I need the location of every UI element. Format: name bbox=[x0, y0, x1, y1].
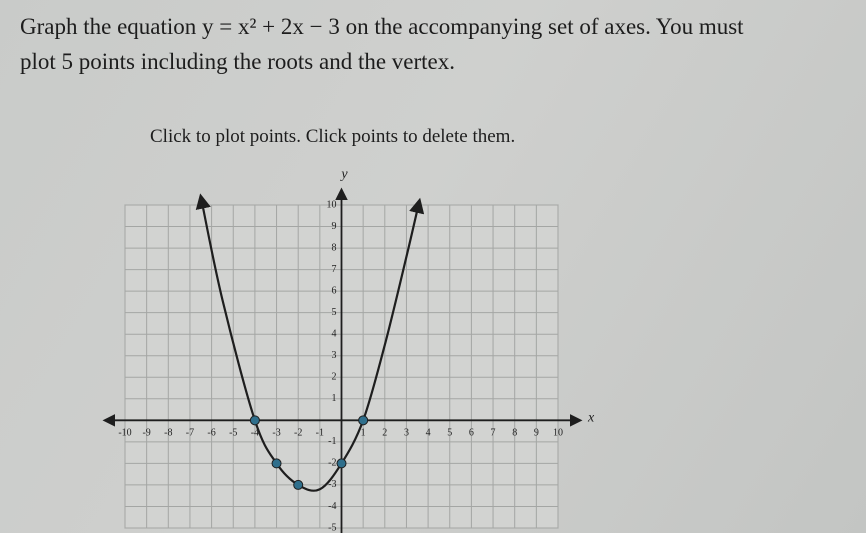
x-tick-label: -2 bbox=[294, 428, 302, 439]
y-tick-label: 8 bbox=[332, 242, 337, 253]
curve bbox=[195, 193, 425, 492]
y-tick-label: 10 bbox=[327, 199, 337, 210]
y-tick-label: 7 bbox=[332, 264, 337, 275]
x-axis-label: x bbox=[587, 411, 595, 426]
x-tick-label: 6 bbox=[469, 428, 474, 439]
instruction: Click to plot points. Click points to de… bbox=[150, 126, 516, 147]
x-tick-label: -3 bbox=[272, 428, 280, 439]
x-tick-label: -8 bbox=[164, 428, 172, 439]
x-tick-label: -4 bbox=[251, 428, 259, 439]
plotted-point[interactable] bbox=[271, 458, 282, 469]
x-tick-label: -9 bbox=[142, 428, 150, 439]
y-axis-label: y bbox=[339, 167, 348, 182]
plotted-point[interactable] bbox=[293, 479, 304, 490]
x-tick-label: 1 bbox=[361, 428, 366, 439]
x-tick-label: 5 bbox=[447, 428, 452, 439]
y-tick-label: 2 bbox=[332, 372, 337, 383]
prompt-line: Graph the equation y = x² + 2x − 3 on th… bbox=[20, 14, 744, 39]
x-tick-label: 10 bbox=[553, 428, 563, 439]
x-tick-label: -5 bbox=[229, 428, 237, 439]
plotted-point[interactable] bbox=[358, 415, 369, 426]
y-tick-label: 6 bbox=[332, 285, 337, 296]
y-tick-label: -4 bbox=[328, 501, 336, 512]
prompt-line: plot 5 points including the roots and th… bbox=[20, 49, 456, 74]
y-tick-label: 9 bbox=[332, 221, 337, 232]
x-tick-label: 8 bbox=[512, 428, 517, 439]
x-tick-label: -7 bbox=[186, 428, 194, 439]
y-tick-label: 5 bbox=[332, 307, 337, 318]
y-tick-label: 1 bbox=[332, 393, 337, 404]
x-tick-label: 3 bbox=[404, 428, 409, 439]
x-tick-label: -1 bbox=[316, 428, 324, 439]
x-tick-label: 7 bbox=[491, 428, 496, 439]
plotted-point[interactable] bbox=[249, 415, 260, 426]
y-tick-label: -1 bbox=[328, 436, 336, 447]
y-tick-label: 3 bbox=[332, 350, 337, 361]
y-tick-label: 4 bbox=[332, 328, 337, 339]
plotted-point[interactable] bbox=[336, 458, 347, 469]
x-tick-label: 9 bbox=[534, 428, 539, 439]
x-tick-label: -6 bbox=[207, 428, 215, 439]
y-tick-label: -3 bbox=[328, 479, 336, 490]
y-tick-label: -5 bbox=[328, 522, 336, 533]
x-tick-label: -10 bbox=[118, 428, 131, 439]
x-tick-label: 4 bbox=[426, 428, 431, 439]
y-tick-label: -2 bbox=[328, 458, 336, 469]
x-tick-label: 2 bbox=[382, 428, 387, 439]
